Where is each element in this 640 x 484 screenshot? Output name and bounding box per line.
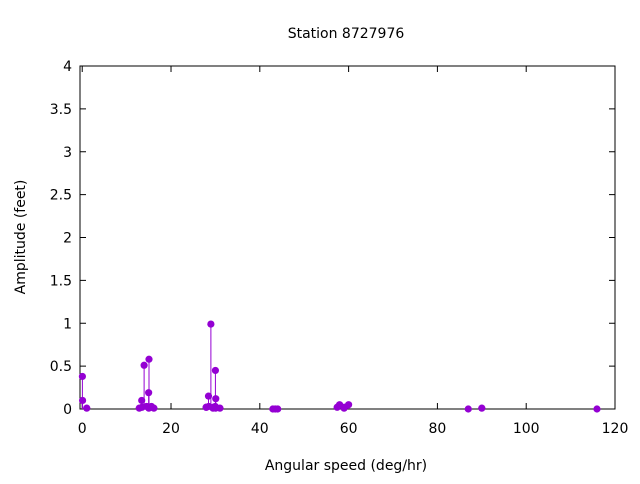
y-axis-label: Amplitude (feet) (13, 180, 29, 295)
x-tick-label: 0 (78, 421, 87, 437)
y-tick-label: 3.5 (50, 102, 72, 118)
y-tick-label: 4 (63, 59, 72, 75)
y-tick-label: 0 (63, 402, 72, 418)
data-point (593, 405, 601, 413)
data-point (140, 361, 148, 369)
data-point (464, 405, 472, 413)
y-tick-label: 0.5 (50, 359, 72, 375)
data-point (83, 404, 91, 412)
data-point (211, 366, 220, 375)
x-tick-label: 20 (162, 421, 180, 437)
chart-title: Station 8727976 (288, 26, 405, 42)
data-point (207, 320, 215, 328)
y-tick-label: 2 (63, 231, 72, 247)
x-tick-label: 40 (251, 421, 269, 437)
data-point (345, 401, 353, 409)
x-tick-label: 100 (513, 421, 540, 437)
plot-frame (79, 65, 616, 410)
data-point (78, 372, 86, 381)
data-point (478, 404, 486, 412)
x-tick-label: 60 (340, 421, 358, 437)
data-point (204, 392, 213, 400)
data-point (216, 404, 224, 412)
data-point (145, 355, 153, 363)
y-tick-label: 3 (63, 145, 72, 161)
y-tick-label: 2.5 (50, 188, 72, 204)
data-point (150, 404, 158, 412)
data-point (138, 396, 146, 405)
x-tick-label: 80 (428, 421, 446, 437)
data-point (212, 395, 220, 403)
x-axis-label: Angular speed (deg/hr) (265, 458, 427, 474)
y-tick-label: 1 (63, 316, 72, 332)
data-point (274, 405, 282, 413)
data-point (78, 396, 87, 405)
y-tick-label: 1.5 (50, 273, 72, 289)
x-tick-label: 120 (602, 421, 629, 437)
